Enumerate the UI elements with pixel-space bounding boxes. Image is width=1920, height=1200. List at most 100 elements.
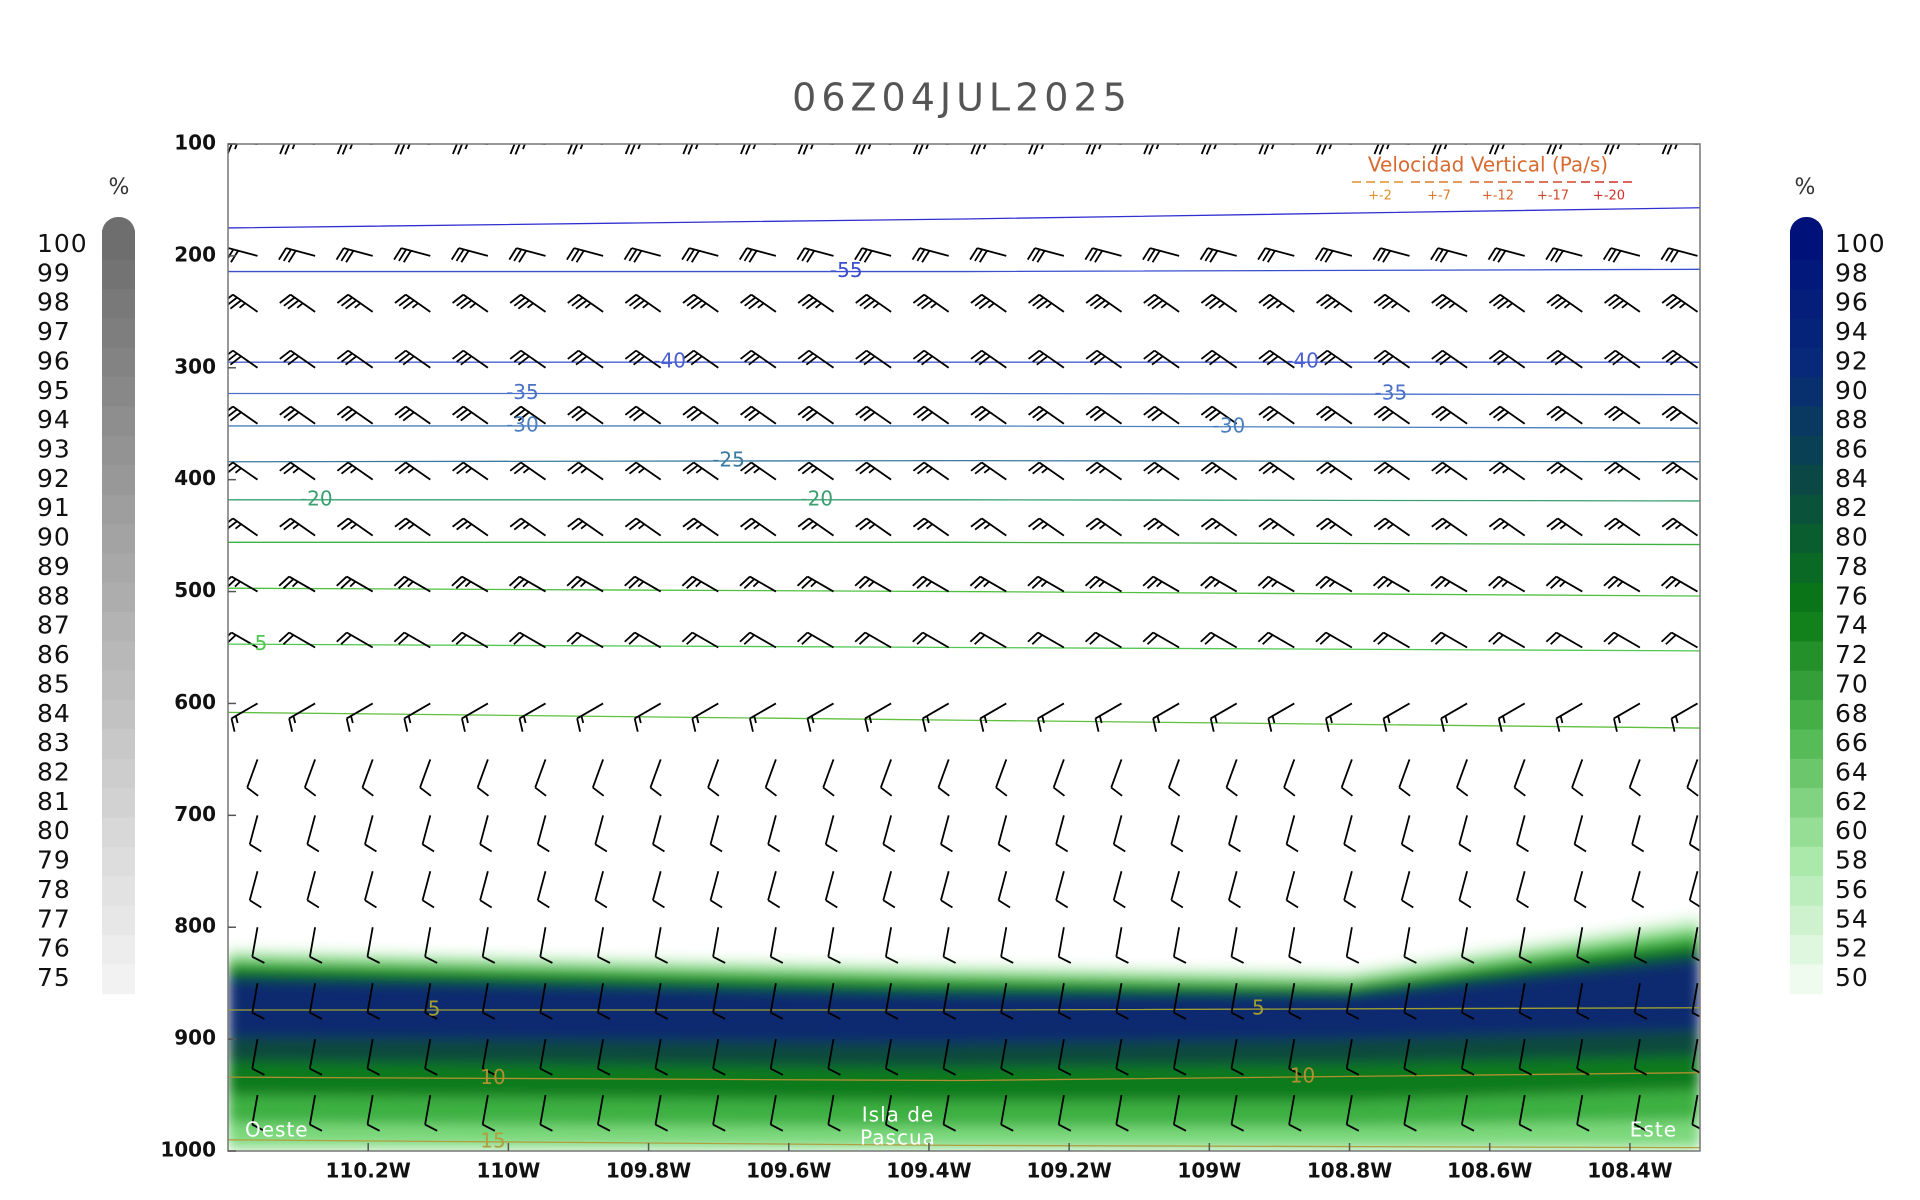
x-tick-label: 108.8W: [1307, 1159, 1392, 1183]
wind-barb: [248, 815, 262, 853]
wind-barb: [1576, 1038, 1590, 1076]
wind-barb: [246, 759, 259, 797]
wind-barb: [797, 461, 835, 481]
legend-label: +-17: [1537, 189, 1569, 204]
wind-barb: [1200, 405, 1238, 425]
wind-barb: [1027, 631, 1065, 649]
colorbar-swatch: [102, 259, 135, 290]
isotherm-label: -20: [800, 486, 833, 510]
colorbar-swatch: [102, 700, 135, 731]
wind-barb: [1400, 871, 1414, 909]
isotherm: [228, 1139, 1700, 1149]
y-tick-label: 200: [174, 242, 216, 266]
wind-barb: [597, 983, 611, 1020]
wind-barb: [509, 293, 547, 313]
wind-barb: [624, 631, 662, 649]
wind-barb: [882, 871, 896, 909]
wind-barb: [885, 1038, 899, 1076]
wind-barb: [1488, 517, 1526, 537]
wind-barb: [393, 575, 431, 593]
wind-barb: [424, 1038, 438, 1076]
wind-barb: [536, 815, 550, 853]
wind-barb: [1257, 575, 1295, 593]
wind-barb: [912, 144, 949, 155]
wind-barb: [738, 247, 777, 263]
wind-barb: [452, 144, 488, 155]
wind-barb: [1225, 759, 1238, 797]
wind-barb: [228, 517, 259, 537]
wind-barb: [1455, 759, 1469, 797]
wind-barb: [682, 349, 719, 369]
colorbar-label: 86: [37, 640, 71, 669]
wind-barb: [709, 815, 723, 853]
colorbar-label: 90: [1835, 376, 1869, 405]
wind-barb: [1200, 631, 1238, 649]
wind-barb: [1209, 702, 1238, 732]
wind-barb: [1258, 517, 1295, 537]
colorbar-label: 80: [37, 816, 71, 845]
wind-barb: [997, 815, 1011, 853]
wind-barb: [969, 247, 1007, 263]
wind-barb: [1167, 759, 1181, 797]
wind-barb: [712, 983, 726, 1020]
wind-barb: [1085, 349, 1123, 369]
wind-barb: [336, 293, 374, 313]
wind-barb: [335, 247, 373, 263]
isotherm-label: -40: [653, 349, 686, 373]
wind-barb: [1661, 461, 1699, 481]
wind-barb: [1345, 927, 1360, 964]
colorbar-swatch: [1790, 377, 1823, 408]
wind-barb: [518, 702, 546, 732]
wind-barb: [1316, 405, 1353, 425]
wind-barb: [536, 871, 550, 909]
wind-barb: [827, 1038, 841, 1076]
wind-barb: [740, 144, 776, 155]
isotherm-label: 10: [1290, 1063, 1315, 1087]
wind-barb: [366, 927, 381, 964]
colorbar-label: 54: [1835, 904, 1869, 933]
wind-barb: [1661, 144, 1698, 155]
colorbar-label: 100: [1835, 229, 1886, 258]
wind-barb: [855, 461, 892, 481]
wind-barb: [652, 871, 665, 909]
wind-barb: [251, 1094, 265, 1132]
wind-barb: [749, 702, 777, 732]
isotherm-label: -30: [506, 412, 539, 436]
wind-barb: [681, 575, 719, 593]
wind-barb: [827, 1094, 841, 1132]
wind-barb: [624, 405, 662, 425]
colorbar-swatch: [1790, 729, 1823, 760]
wind-barb: [1055, 871, 1069, 909]
wind-barb: [797, 349, 835, 369]
isotherm: [228, 643, 1700, 652]
colorbar-swatch: [1790, 758, 1823, 789]
wind-barb: [1440, 702, 1468, 732]
x-tick-label: 110W: [476, 1159, 540, 1183]
colorbar-swatch: [1790, 406, 1823, 437]
colorbar-label: 84: [1835, 464, 1869, 493]
wind-barb: [712, 1038, 726, 1076]
wind-barb: [970, 517, 1007, 537]
isotherm: [228, 425, 1700, 429]
plot-frame: [227, 143, 1701, 1152]
wind-barb: [481, 1094, 496, 1132]
colorbar-swatch: [102, 377, 135, 408]
colorbar-label: 83: [37, 728, 71, 757]
wind-barb: [940, 871, 953, 909]
x-tick-label: 109W: [1177, 1159, 1241, 1183]
wind-barb: [682, 293, 719, 313]
wind-barb: [921, 702, 950, 732]
wind-barb: [228, 461, 259, 481]
wind-barb: [1143, 144, 1180, 155]
wind-barb: [624, 349, 662, 369]
wind-barb: [797, 144, 834, 155]
colorbar-label: 80: [1835, 523, 1869, 552]
colorbar-label: 68: [1835, 699, 1869, 728]
isotherm-label: -35: [1375, 381, 1408, 405]
wind-barb: [1258, 293, 1295, 313]
isotherm: [228, 587, 1700, 597]
wind-barb: [228, 405, 259, 425]
colorbar-swatch: [1790, 700, 1823, 731]
wind-barb: [251, 1038, 265, 1076]
